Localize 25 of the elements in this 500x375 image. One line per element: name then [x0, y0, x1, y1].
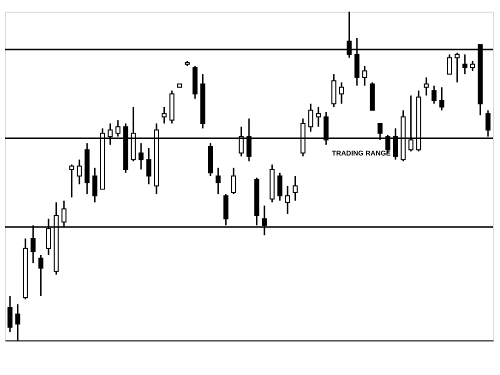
candlestick [462, 54, 468, 75]
candlestick [146, 147, 152, 186]
candlestick [331, 73, 336, 108]
candlestick [8, 295, 12, 333]
candlestick [38, 254, 44, 297]
candlestick [138, 142, 144, 170]
candlestick [292, 175, 298, 202]
candlestick [439, 86, 444, 112]
candlestick [231, 167, 236, 195]
candlestick [432, 84, 437, 104]
candlestick [446, 54, 452, 75]
candlestick [424, 76, 429, 96]
candlestick [308, 102, 314, 132]
candlestick [316, 106, 321, 128]
candlestick [362, 65, 368, 86]
candlestick [216, 167, 221, 195]
candlestick [285, 185, 290, 215]
candlestick [339, 82, 344, 104]
candlestick [69, 164, 74, 198]
candlestick [162, 106, 167, 124]
candlestick [454, 52, 460, 84]
candlestick [76, 158, 82, 186]
candlestick [277, 172, 282, 202]
candlestick [92, 167, 98, 204]
candlestick [470, 60, 476, 72]
